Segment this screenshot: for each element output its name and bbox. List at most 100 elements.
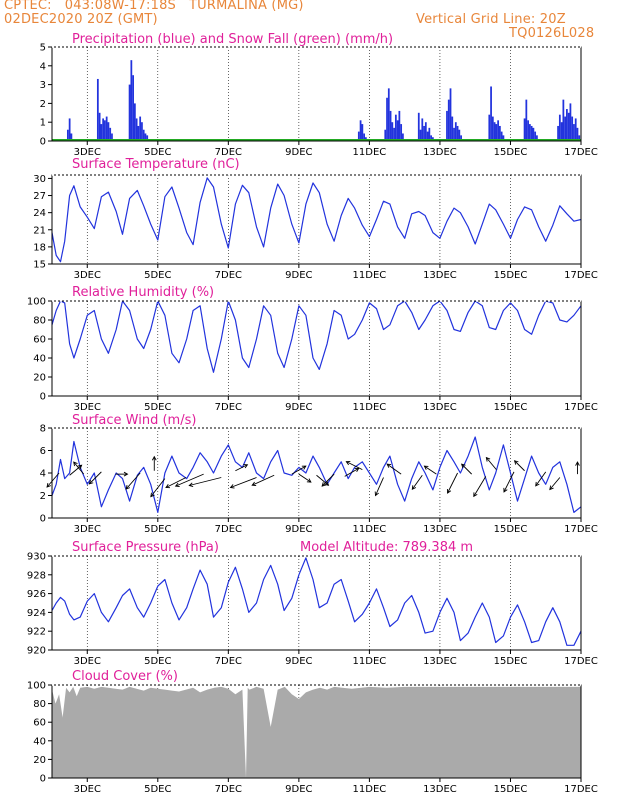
y-tick-label: 8 <box>40 424 46 435</box>
x-tick-label: 3DEC <box>74 656 101 667</box>
wind-arrow <box>125 472 141 490</box>
precip-bar <box>107 122 110 141</box>
x-tick-label: 11DEC <box>353 656 387 667</box>
precip-bar <box>359 120 362 141</box>
wind-arrow-head <box>473 492 478 498</box>
wind-arrow-head <box>535 481 540 487</box>
y-tick-label: 2 <box>40 491 46 502</box>
x-tick-label: 13DEC <box>423 147 457 158</box>
precip-bar <box>578 135 581 141</box>
precip-bar <box>491 116 494 141</box>
y-tick-label: 18 <box>33 242 46 253</box>
wind-arrow <box>291 465 307 475</box>
precip-bar <box>574 118 577 141</box>
precip-bar <box>426 131 429 141</box>
precip-bar <box>502 135 505 141</box>
wind-arrow-head <box>306 478 312 483</box>
wind-arrow <box>251 474 275 486</box>
y-tick-label: 20 <box>33 755 46 766</box>
precip-bar <box>146 135 149 141</box>
x-tick-label: 7DEC <box>215 270 242 281</box>
y-tick-label: 0 <box>40 392 46 403</box>
precip-bar <box>132 75 134 141</box>
y-tick-label: 21 <box>33 225 46 236</box>
precip-bar <box>400 124 403 141</box>
precip-bar <box>560 122 563 141</box>
wind-arrow-head <box>123 471 129 477</box>
wind-arrow <box>69 464 82 476</box>
precip-bar <box>104 120 106 141</box>
header-grid-note: Vertical Grid Line: 20Z <box>416 12 566 27</box>
precip-bar <box>456 125 459 141</box>
x-tick-label: 13DEC <box>423 784 457 795</box>
precip-bar <box>109 127 112 141</box>
wind-arrow-head <box>77 464 83 470</box>
wind-arrow <box>230 477 257 488</box>
precip-bar <box>453 127 455 141</box>
x-tick-label: 9DEC <box>285 784 312 795</box>
precip-bar <box>499 125 501 141</box>
precip-bar <box>460 135 462 141</box>
precip-bar <box>449 88 452 141</box>
precip-bar <box>458 129 461 141</box>
x-tick-label: 15DEC <box>494 270 528 281</box>
precip-bar <box>530 125 533 141</box>
y-tick-label: 924 <box>27 608 46 619</box>
precip-bar <box>497 120 500 141</box>
y-tick-label: 926 <box>27 589 46 600</box>
wind-arrow-head <box>513 460 519 465</box>
wind-arrow-head <box>174 482 180 487</box>
precip-bar <box>98 112 101 141</box>
wind-arrow <box>486 457 497 470</box>
y-tick-label: 100 <box>27 681 46 692</box>
wind-arrow-head <box>46 482 51 488</box>
precip-bar <box>500 131 503 141</box>
x-tick-label: 11DEC <box>353 524 387 535</box>
x-tick-label: 17DEC <box>564 147 598 158</box>
y-tick-label: 1 <box>40 118 46 129</box>
precip-bar <box>386 97 388 141</box>
x-tick-label: 11DEC <box>353 270 387 281</box>
wind-arrow <box>473 476 487 497</box>
precip-bar <box>387 88 390 141</box>
precip-bar <box>141 122 143 141</box>
y-tick-label: 2 <box>40 99 46 110</box>
wind-arrow-head <box>423 465 429 470</box>
wind-arrow <box>344 467 359 477</box>
wind-arrow <box>411 474 423 490</box>
wind-arrow-head <box>73 461 78 467</box>
precip-bar <box>564 116 567 141</box>
wind-arrow <box>150 478 166 497</box>
y-tick-label: 930 <box>27 552 46 563</box>
wind-arrow-head <box>301 465 307 470</box>
precip-bar <box>454 122 457 141</box>
panel-title: Surface Wind (m/s) <box>72 413 196 428</box>
x-tick-label: 5DEC <box>144 270 171 281</box>
wind-arrow <box>375 477 384 496</box>
precip-bar <box>68 118 71 141</box>
wind-arrow-head <box>243 464 249 469</box>
precip-bar <box>70 133 73 141</box>
panel-title: Surface Pressure (hPa) <box>72 540 219 555</box>
panel-title: Relative Humidity (%) <box>72 285 214 300</box>
precip-bar <box>66 129 69 141</box>
precip-bar <box>558 114 561 141</box>
x-tick-label: 13DEC <box>423 270 457 281</box>
y-tick-label: 100 <box>27 297 46 308</box>
precip-bar <box>562 99 565 141</box>
precip-bar <box>428 127 431 141</box>
x-tick-label: 11DEC <box>353 402 387 413</box>
precip-bar <box>137 125 140 141</box>
precip-bar <box>488 114 491 141</box>
wind-arrow-head <box>461 463 466 469</box>
precip-bar <box>133 103 136 141</box>
x-tick-label: 9DEC <box>285 402 312 413</box>
header-code: TQ0126L028 <box>509 26 595 41</box>
y-tick-label: 0 <box>40 774 46 785</box>
wind-arrow <box>298 473 312 483</box>
precip-bar <box>111 133 113 141</box>
y-tick-label: 30 <box>33 174 46 185</box>
precip-bar <box>571 116 574 141</box>
panel-frame <box>51 427 582 519</box>
